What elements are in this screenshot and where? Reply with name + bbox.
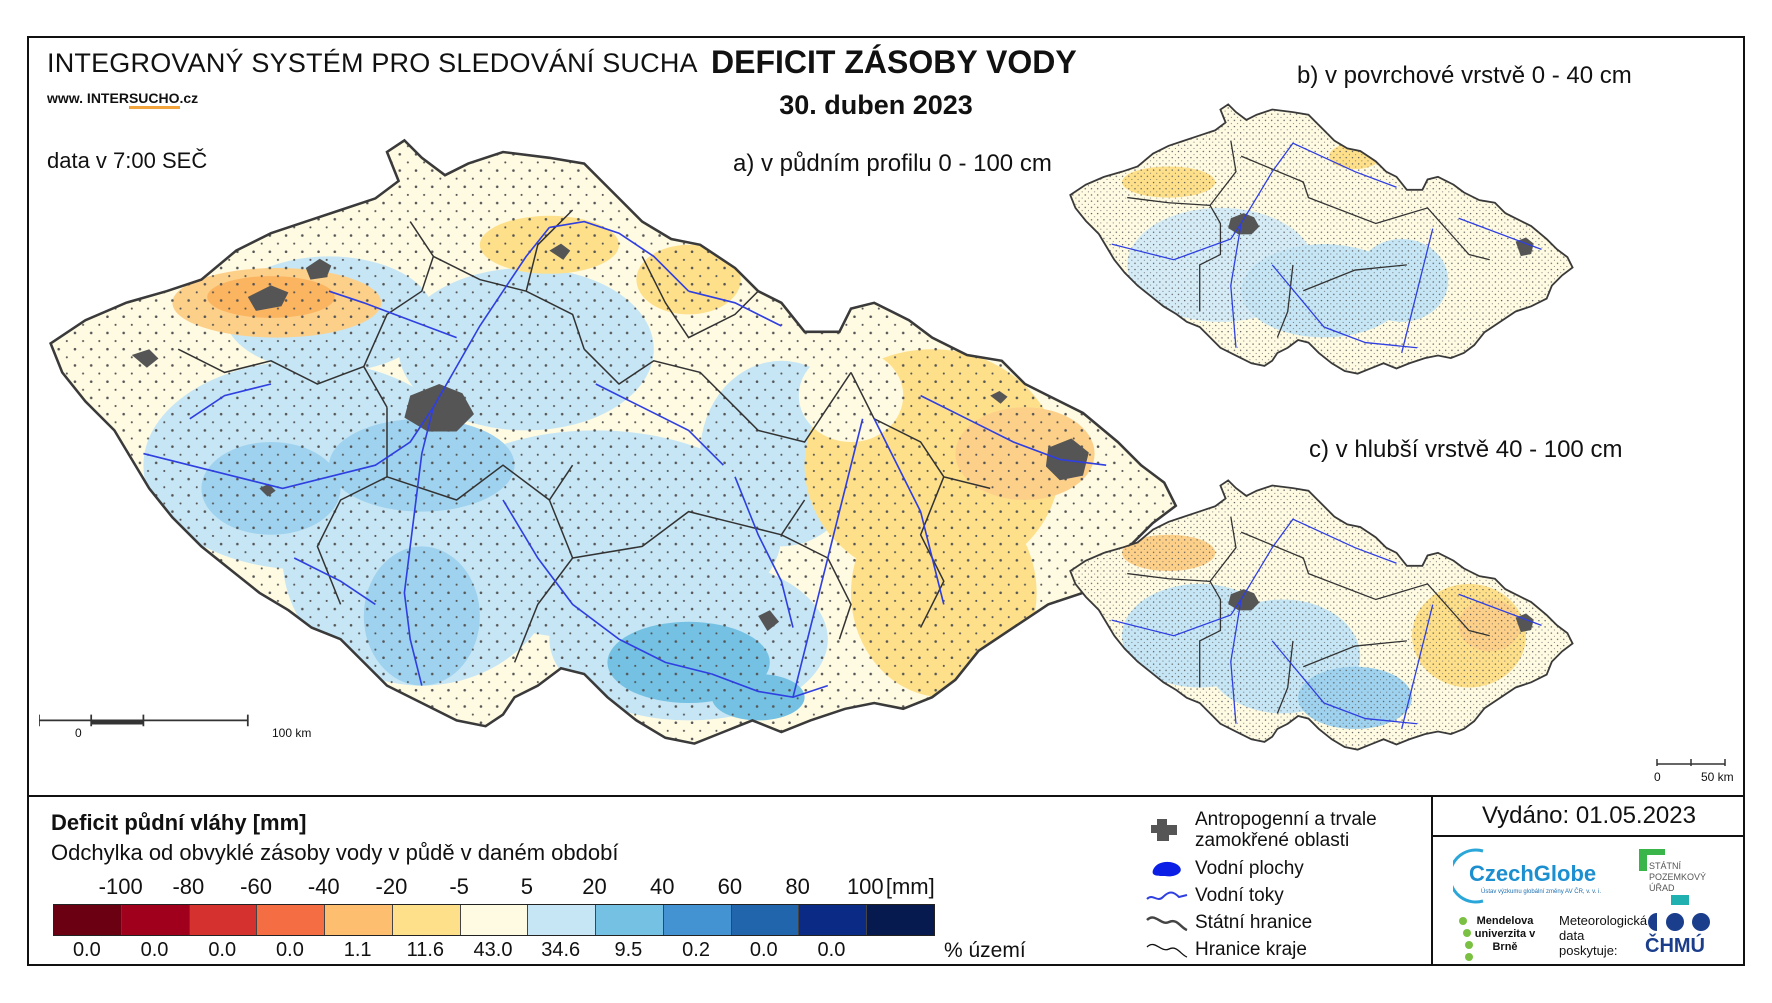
legend-tick: 100 [846,874,884,899]
legend-bin [121,905,190,935]
urban-area-icon [1151,819,1177,841]
legend-title: Deficit půdní vláhy [mm] [51,810,307,835]
map-date: 30. duben 2023 [779,90,973,120]
main-title: DEFICIT ZÁSOBY VODY [711,44,1077,80]
legend-percent: 0.0 [140,939,169,961]
system-title: INTEGROVANÝ SYSTÉM PRO SLEDOVÁNÍ SUCHA [47,48,698,78]
legend-subtitle: Odchylka od obvyklé zásoby vody v půdě v… [51,840,619,865]
legend-bin [596,905,664,935]
legend-tick: -40 [307,874,340,899]
legend-bin [799,905,868,935]
legend-percent: 43.0 [473,939,513,961]
czechglobe-logo-icon [1453,848,1484,904]
map-area: INTEGROVANÝ SYSTÉM PRO SLEDOVÁNÍ SUCHA w… [29,38,1743,794]
legend-unit: [mm] [885,874,935,899]
scale-a-end: 100 km [272,726,312,740]
legend-bin [867,905,934,935]
map-a-total-profile [39,139,1178,745]
legend-percentages: 0.0 0.0 0.0 0.0 1.1 11.6 43.0 34.6 9.5 0.2 0.0 0.0 [53,939,983,965]
legend-tick: -20 [375,874,408,899]
legend-percent: 9.5 [614,939,643,961]
legend-bin [325,905,393,935]
map-c-title: c) v hlubší vrstvě 40 - 100 cm [1309,436,1623,463]
map-b-surface-layer [1069,103,1574,375]
legend-bin [528,905,597,935]
legend-percent: 11.6 [406,939,445,961]
figure-frame: INTEGROVANÝ SYSTÉM PRO SLEDOVÁNÍ SUCHA w… [27,36,1745,966]
website-label: www. INTERSUCHO.cz [47,90,198,109]
czechglobe-logo: CzechGlobe Ústav výzkumu globální změny … [1453,845,1603,905]
legend-tick: 80 [785,874,810,899]
legend-tick: 60 [717,874,743,899]
legend-percent: 0.0 [208,939,237,961]
map-c-deeper-layer [1069,479,1574,751]
legend-bin [189,905,258,935]
legend-bin [731,905,800,935]
legend-ticks: -100 -80 -60 -40 -20 -5 5 20 40 60 80 100 [mm] [53,874,983,900]
legend-color-bins [53,904,935,936]
credits-box: Vydáno: 01.05.2023 CzechGlobe Ústav výzk… [1431,797,1745,966]
legend-bin [460,905,529,935]
legend-bin [257,905,326,935]
legend-percent: 0.0 [72,939,101,961]
river-icon [1146,891,1188,900]
scale-bar-c [1656,759,1726,766]
issued-date: Vydáno: 01.05.2023 [1433,797,1745,837]
legend-bin [392,905,461,935]
state-border-icon [1146,916,1188,932]
legend-tick: 40 [649,874,675,899]
water-body-icon [1152,861,1181,877]
legend-bin [663,905,732,935]
scale-c-end: 50 km [1701,770,1734,784]
legend-bin [54,905,122,935]
legend-percent: 0.0 [749,939,778,961]
scale-bar-a [39,714,249,727]
region-border-icon [1146,943,1188,958]
legend-tick: -60 [240,874,272,899]
legend-tick: -80 [172,874,205,899]
scale-c-start: 0 [1654,770,1661,784]
scale-a-start: 0 [75,726,82,740]
chmu-logo: ČHMÚ [1645,911,1735,957]
legend-percent: 1.1 [343,939,372,961]
legend-percent: 0.0 [817,939,846,961]
map-a-title: a) v půdním profilu 0 - 100 cm [733,150,1052,177]
mendel-dots-icon [1459,917,1473,961]
legend-percent: 0.2 [682,939,710,961]
legend-tick: -100 [98,874,143,899]
legend-percent: 34.6 [541,939,581,961]
met-data-label: Meteorologická data poskytuje: [1559,913,1648,958]
legend-percent: 0.0 [276,939,304,961]
spu-logo-icon [1639,849,1665,871]
legend-area: Deficit půdní vláhy [mm] Odchylka od obv… [29,795,1745,966]
legend-tick: -5 [449,874,469,899]
percent-label: % území [944,939,1026,962]
legend-tick: 20 [582,874,607,899]
data-time: data v 7:00 SEČ [47,148,208,173]
chmu-logo-icon [1648,913,1710,931]
map-b-title: b) v povrchové vrstvě 0 - 40 cm [1297,62,1632,89]
legend-tick: 5 [520,874,533,899]
mendel-logo: Mendelova univerzita v Brně [1459,915,1537,961]
